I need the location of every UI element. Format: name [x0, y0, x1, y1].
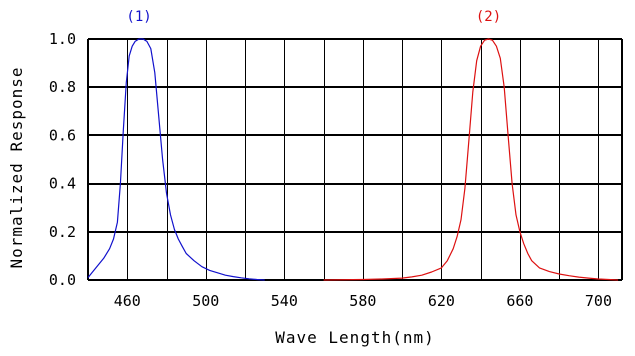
y-tick-label: 0.4: [49, 175, 76, 193]
y-tick-label: 0.0: [49, 271, 76, 289]
y-tick-label: 0.6: [49, 126, 76, 144]
y-tick-labels: 0.0 0.2 0.4 0.6 0.8 1.0: [49, 30, 76, 289]
x-tick-label: 660: [506, 292, 533, 310]
x-axis-label: Wave Length(nm): [275, 328, 435, 347]
series-labels: (1) (2): [126, 9, 501, 25]
series-line-2: [323, 38, 619, 281]
x-tick-label: 700: [585, 292, 612, 310]
x-tick-label: 460: [114, 292, 141, 310]
grid: [87, 38, 623, 281]
x-tick-label: 540: [271, 292, 298, 310]
x-tick-label: 620: [428, 292, 455, 310]
y-tick-label: 0.2: [49, 223, 76, 241]
x-tick-label: 500: [192, 292, 219, 310]
x-tick-label: 580: [349, 292, 376, 310]
series-curves: [87, 38, 619, 281]
y-tick-label: 1.0: [49, 30, 76, 48]
x-tick-labels: 460 500 540 580 620 660 700: [114, 292, 612, 310]
series-line-1: [87, 38, 265, 281]
series-label-1: (1): [126, 9, 151, 25]
y-tick-label: 0.8: [49, 78, 76, 96]
series-label-2: (2): [476, 9, 501, 25]
y-axis-label: Normalized Response: [7, 66, 26, 268]
